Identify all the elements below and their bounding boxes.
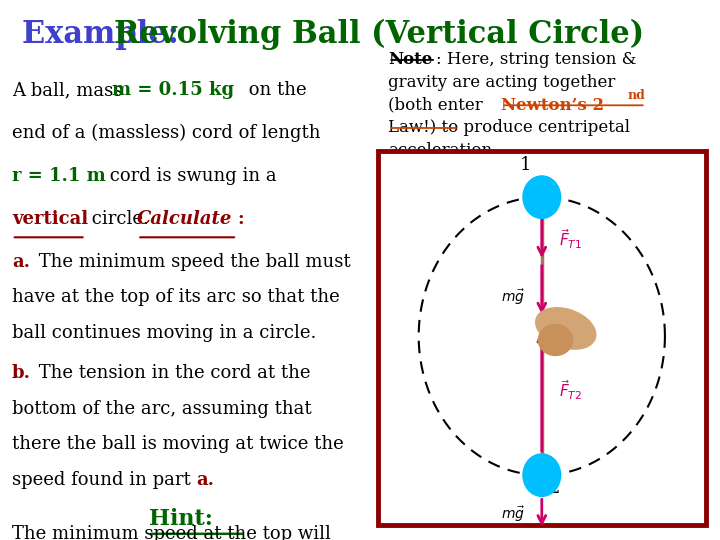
Text: $\vec{F}_{T2}$: $\vec{F}_{T2}$	[559, 379, 582, 402]
Ellipse shape	[536, 308, 595, 349]
Text: r = 1.1 m: r = 1.1 m	[12, 167, 106, 185]
Text: 1: 1	[520, 156, 531, 174]
Text: have at the top of its arc so that the: have at the top of its arc so that the	[12, 288, 340, 306]
Text: Hint:: Hint:	[149, 508, 213, 530]
Circle shape	[523, 176, 561, 218]
Text: on the: on the	[243, 82, 307, 99]
Text: $m\vec{g}$: $m\vec{g}$	[501, 288, 525, 307]
FancyBboxPatch shape	[377, 151, 706, 525]
Text: cord is swung in a: cord is swung in a	[104, 167, 276, 185]
Text: circle.: circle.	[86, 210, 155, 228]
Text: m = 0.15 kg: m = 0.15 kg	[112, 82, 234, 99]
Text: acceleration.: acceleration.	[389, 142, 498, 159]
Text: The tension in the cord at the: The tension in the cord at the	[33, 364, 311, 382]
Text: A ball, mass: A ball, mass	[12, 82, 128, 99]
Text: a.: a.	[12, 253, 30, 271]
Text: Revolving Ball (Vertical Circle): Revolving Ball (Vertical Circle)	[114, 19, 644, 50]
Ellipse shape	[539, 325, 572, 355]
Text: gravity are acting together: gravity are acting together	[389, 74, 616, 91]
Text: vertical: vertical	[12, 210, 88, 228]
Text: b.: b.	[12, 364, 31, 382]
Text: a.: a.	[196, 471, 215, 489]
Text: nd: nd	[628, 89, 646, 102]
Text: Note: Note	[389, 51, 433, 69]
Text: Law!) to produce centripetal: Law!) to produce centripetal	[389, 119, 631, 137]
Text: $\vec{F}_{T1}$: $\vec{F}_{T1}$	[559, 228, 582, 252]
Text: Calculate: Calculate	[138, 210, 233, 228]
Text: :: :	[238, 210, 244, 228]
Text: : Here, string tension &: : Here, string tension &	[436, 51, 636, 69]
Text: The minimum speed at the top will: The minimum speed at the top will	[12, 525, 330, 540]
Circle shape	[523, 454, 561, 496]
Text: 2: 2	[549, 479, 560, 497]
Text: bottom of the arc, assuming that: bottom of the arc, assuming that	[12, 400, 311, 418]
Text: $m\vec{g}$: $m\vec{g}$	[501, 504, 525, 524]
Text: speed found in part: speed found in part	[12, 471, 202, 489]
Text: ball continues moving in a circle.: ball continues moving in a circle.	[12, 324, 316, 342]
Text: there the ball is moving at twice the: there the ball is moving at twice the	[12, 435, 343, 454]
Text: end of a (massless) cord of length: end of a (massless) cord of length	[12, 124, 320, 143]
Text: The minimum speed the ball must: The minimum speed the ball must	[33, 253, 351, 271]
Text: Newton’s 2: Newton’s 2	[502, 97, 605, 114]
Text: Example:: Example:	[22, 19, 189, 50]
Text: (both enter: (both enter	[389, 97, 488, 114]
